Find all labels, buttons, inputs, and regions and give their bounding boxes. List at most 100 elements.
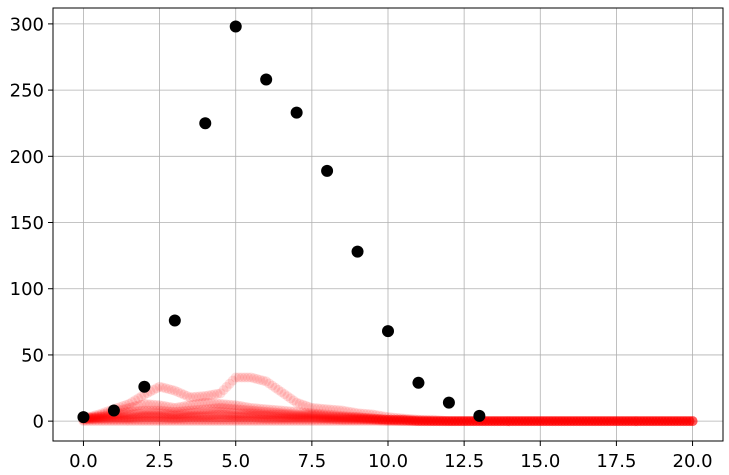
red-point bbox=[434, 415, 445, 426]
red-point bbox=[577, 416, 588, 427]
red-point bbox=[419, 416, 430, 427]
red-point bbox=[267, 411, 278, 422]
red-point bbox=[178, 414, 189, 425]
red-point bbox=[215, 409, 226, 420]
red-point bbox=[306, 414, 317, 425]
red-point bbox=[206, 410, 217, 421]
red-point bbox=[309, 414, 320, 425]
red-point bbox=[654, 416, 665, 427]
red-point bbox=[593, 416, 604, 427]
red-point bbox=[413, 416, 424, 427]
red-point bbox=[96, 411, 107, 422]
red-point bbox=[93, 413, 104, 424]
red-point bbox=[638, 416, 649, 427]
red-point bbox=[218, 409, 229, 420]
red-point bbox=[249, 416, 259, 427]
red-point bbox=[419, 416, 430, 427]
red-point bbox=[626, 416, 637, 427]
red-point bbox=[157, 408, 168, 419]
red-point bbox=[163, 410, 174, 421]
red-point bbox=[139, 416, 150, 427]
red-point bbox=[407, 415, 418, 426]
red-point bbox=[264, 414, 275, 425]
red-point bbox=[495, 416, 506, 427]
y-tick-label: 0 bbox=[33, 412, 44, 433]
red-point bbox=[309, 413, 320, 424]
red-point bbox=[501, 416, 512, 427]
red-point bbox=[681, 416, 692, 427]
red-point bbox=[169, 406, 180, 417]
red-point bbox=[587, 416, 598, 427]
red-point bbox=[483, 416, 494, 427]
red-point bbox=[547, 416, 558, 427]
red-point bbox=[632, 416, 643, 427]
red-point bbox=[383, 414, 393, 425]
red-point bbox=[282, 414, 293, 425]
red-point bbox=[550, 416, 561, 427]
red-point bbox=[520, 416, 531, 427]
red-point bbox=[510, 416, 521, 427]
red-point bbox=[276, 409, 287, 420]
red-point bbox=[465, 416, 476, 427]
red-trajectory-series bbox=[78, 406, 698, 427]
red-point bbox=[288, 413, 299, 424]
red-point bbox=[675, 416, 686, 427]
red-point bbox=[306, 402, 317, 413]
red-point bbox=[486, 416, 497, 427]
red-point bbox=[517, 416, 527, 427]
red-point bbox=[325, 413, 336, 424]
red-point bbox=[224, 412, 235, 423]
red-point bbox=[300, 407, 311, 418]
red-point bbox=[169, 414, 180, 425]
red-point bbox=[568, 416, 579, 427]
black-point bbox=[260, 73, 273, 86]
red-point bbox=[297, 410, 308, 421]
red-trajectory-series bbox=[78, 372, 698, 427]
red-point bbox=[593, 416, 604, 427]
red-point bbox=[191, 405, 202, 416]
red-point bbox=[185, 414, 196, 425]
red-point bbox=[510, 416, 521, 427]
red-point bbox=[367, 414, 378, 425]
red-point bbox=[647, 416, 658, 427]
red-point bbox=[279, 409, 290, 420]
red-point bbox=[212, 416, 223, 427]
red-point bbox=[416, 416, 427, 427]
red-point bbox=[288, 395, 299, 406]
red-point bbox=[459, 416, 470, 427]
red-point bbox=[102, 416, 113, 427]
red-point bbox=[431, 415, 442, 426]
red-point bbox=[355, 416, 366, 427]
red-point bbox=[297, 416, 308, 427]
red-point bbox=[136, 414, 147, 425]
red-point bbox=[288, 409, 299, 420]
red-point bbox=[252, 374, 263, 385]
red-trajectory-series bbox=[78, 412, 698, 427]
red-point bbox=[580, 416, 591, 427]
x-tick-label: 0.0 bbox=[69, 451, 98, 472]
red-point bbox=[139, 408, 150, 419]
red-point bbox=[644, 416, 655, 427]
red-point bbox=[462, 416, 473, 427]
red-point bbox=[319, 410, 330, 421]
red-point bbox=[404, 415, 415, 426]
red-point bbox=[258, 416, 269, 427]
red-point bbox=[675, 416, 686, 427]
red-point bbox=[249, 412, 259, 423]
red-point bbox=[523, 416, 534, 427]
red-point bbox=[306, 412, 317, 423]
red-point bbox=[175, 416, 186, 427]
red-point bbox=[446, 416, 457, 427]
red-point bbox=[337, 405, 348, 416]
red-point bbox=[663, 416, 674, 427]
red-point bbox=[559, 416, 570, 427]
red-point bbox=[410, 414, 421, 425]
red-point bbox=[550, 416, 561, 427]
red-point bbox=[520, 416, 531, 427]
red-point bbox=[87, 416, 98, 427]
red-point bbox=[264, 416, 275, 427]
red-point bbox=[428, 416, 439, 427]
red-point bbox=[245, 408, 256, 419]
red-point bbox=[617, 416, 628, 427]
red-point bbox=[309, 403, 320, 414]
